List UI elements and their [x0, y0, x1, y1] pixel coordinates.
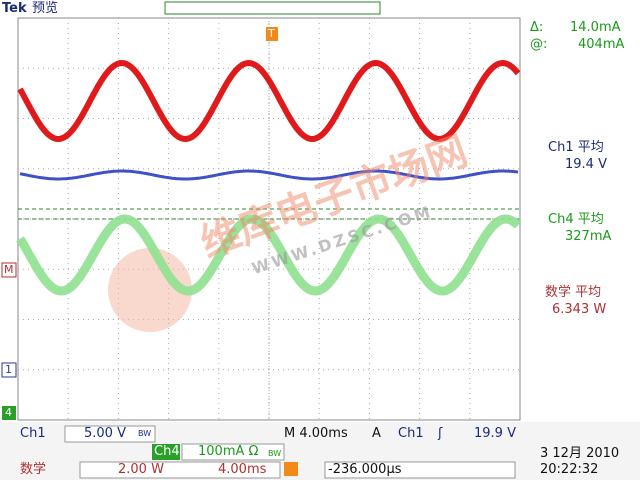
cursor-label: Δ: — [530, 20, 544, 35]
date: 3 12月 2010 — [540, 446, 620, 461]
mode: 预览 — [32, 1, 59, 16]
marker: M — [4, 263, 14, 276]
marker-box — [1, 262, 17, 278]
ch4-bw: BW — [268, 449, 282, 458]
math-scale: 2.00 W — [118, 462, 164, 477]
timebase: M 4.00ms — [284, 426, 348, 441]
ch1-bw: BW — [138, 429, 152, 438]
record-bar — [164, 1, 381, 15]
measurement-value: 327mA — [565, 229, 612, 244]
field-box — [324, 461, 516, 479]
watermark-logo — [108, 248, 192, 332]
waves — [16, 59, 522, 296]
trigger-offset: -236.000µs — [328, 462, 402, 477]
trigger-level: 19.9 V — [474, 426, 516, 441]
marker: 4 — [5, 406, 12, 419]
field-box — [152, 444, 180, 460]
field-box — [64, 425, 156, 443]
math-label: 数学 — [20, 462, 47, 477]
cursor-label: @: — [530, 37, 548, 52]
brand: Tek — [2, 1, 27, 16]
measurement-name: Ch4 平均 — [548, 212, 604, 227]
ch4-scale: 100mA Ω — [198, 444, 259, 459]
ch1-scale: 5.00 V — [84, 426, 126, 441]
marker-box — [2, 406, 16, 420]
trigger-box — [266, 27, 278, 41]
math-time: 4.00ms — [218, 462, 267, 477]
measurement-name: Ch1 平均 — [548, 140, 604, 155]
measurement-value: 19.4 V — [565, 157, 607, 172]
measurement-name: 数学 平均 — [545, 285, 602, 300]
trigger-box — [284, 462, 298, 476]
cursor-value: 14.0mA — [570, 20, 621, 35]
measurement-value: 6.343 W — [552, 302, 607, 317]
ch4-wave — [16, 214, 522, 296]
time: 20:22:32 — [540, 462, 599, 477]
trigger-marker: T — [268, 27, 275, 40]
field-box — [79, 461, 281, 479]
field-box — [181, 443, 285, 461]
ch1-label: Ch1 — [20, 426, 46, 441]
cursor-value: 404mA — [578, 37, 625, 52]
marker: 1 — [5, 363, 12, 376]
ch1-wave — [19, 169, 519, 181]
trigger-source: Ch1 — [398, 426, 424, 441]
trigger-slope: ʃ — [438, 426, 443, 441]
math-wave — [17, 59, 521, 143]
marker-box — [1, 362, 17, 378]
ch4-label: Ch4 — [154, 444, 180, 459]
trigger-mode: A — [372, 426, 381, 441]
